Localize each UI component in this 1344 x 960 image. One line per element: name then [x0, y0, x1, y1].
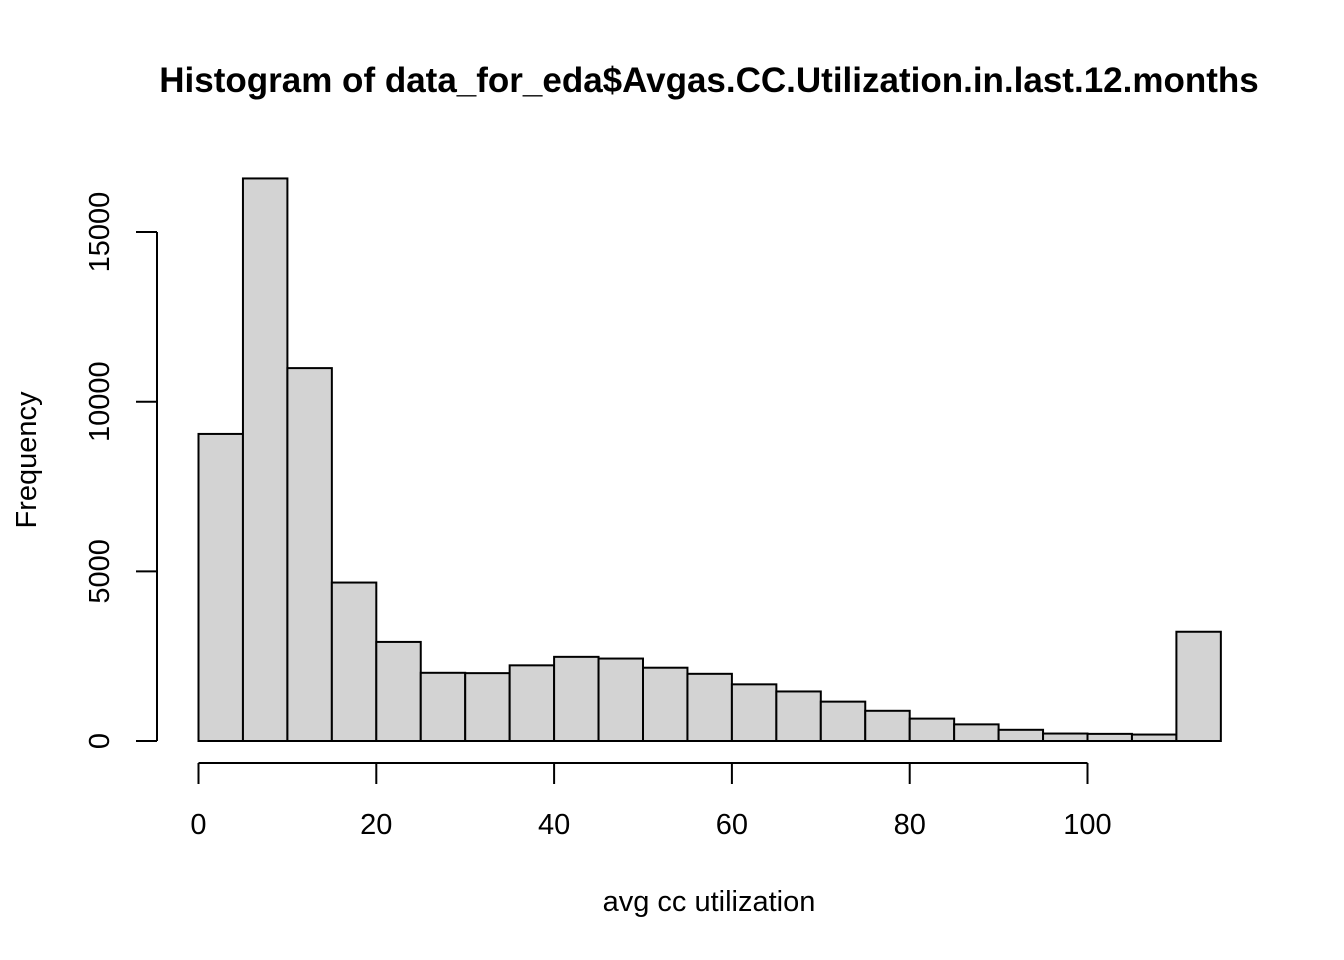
histogram-bar — [597, 657, 644, 742]
chart-title: Histogram of data_for_eda$Avgas.CC.Utili… — [159, 61, 1258, 100]
histogram-bar — [197, 432, 244, 742]
x-axis: 0 20 40 60 80 100 — [190, 762, 1112, 841]
x-tick-label: 0 — [190, 809, 206, 841]
histogram-bar — [553, 655, 600, 742]
histogram-bar — [775, 690, 822, 743]
histogram-bar — [375, 640, 422, 742]
x-tick-label: 80 — [894, 809, 926, 841]
histogram-bar — [730, 683, 778, 743]
y-axis: 0 5000 10000 15000 — [84, 192, 158, 749]
x-tick-label: 60 — [716, 809, 748, 841]
histogram-bar — [1086, 732, 1133, 742]
histogram-bar — [864, 709, 911, 742]
x-tick-label: 100 — [1063, 809, 1111, 841]
histogram-bar — [997, 728, 1045, 742]
histogram-bar — [419, 671, 467, 742]
histogram-bar — [686, 672, 733, 743]
histogram-bar — [819, 700, 867, 743]
histogram-bar — [1042, 732, 1089, 742]
histogram-bar — [241, 177, 289, 742]
histogram-bar — [464, 672, 511, 743]
y-tick-label: 15000 — [84, 192, 116, 273]
y-tick-label: 5000 — [84, 539, 116, 604]
histogram-bar — [953, 723, 1000, 742]
histogram-bar — [642, 666, 689, 743]
y-axis-label: Frequency — [11, 391, 43, 529]
y-tick-label: 10000 — [84, 361, 116, 442]
histogram-bar — [286, 367, 333, 742]
histogram-bar — [330, 581, 378, 742]
bars-group — [197, 177, 1222, 743]
histogram-bar — [1130, 733, 1178, 742]
histogram-bar — [508, 664, 556, 743]
histogram-bar — [1175, 630, 1222, 742]
x-tick-label: 20 — [360, 809, 392, 841]
x-axis-label: avg cc utilization — [603, 886, 816, 918]
x-tick-label: 40 — [538, 809, 570, 841]
y-tick-label: 0 — [84, 733, 116, 749]
histogram-bar — [908, 717, 956, 742]
